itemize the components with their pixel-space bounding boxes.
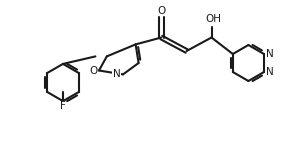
Text: N: N [266, 67, 274, 77]
Text: O: O [157, 6, 166, 16]
Text: N: N [266, 49, 274, 59]
Text: F: F [60, 101, 66, 111]
Text: N: N [113, 69, 121, 79]
Text: O: O [89, 66, 98, 76]
Text: OH: OH [205, 14, 221, 24]
